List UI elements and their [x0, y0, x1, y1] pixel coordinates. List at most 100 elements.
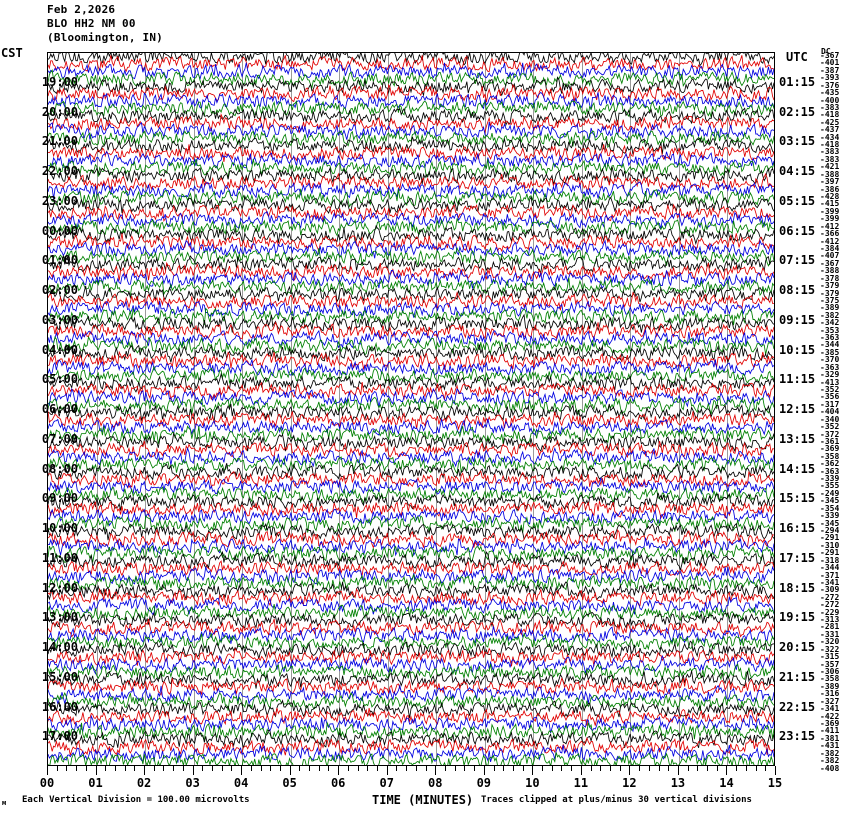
- dc-offset-value: -383: [820, 102, 840, 112]
- trace-line: [48, 745, 774, 763]
- header-date: Feb 2,2026: [47, 3, 116, 16]
- dc-offset-value: -388: [820, 169, 840, 179]
- trace-line: [48, 122, 774, 140]
- x-tick-label: 05: [282, 776, 297, 790]
- gridline-minute-13: [679, 53, 680, 765]
- x-tick-minor: [697, 766, 698, 771]
- dc-offset-value: -318: [820, 555, 840, 565]
- dc-offset-value: -367: [820, 51, 840, 60]
- hour-label-utc: 11:15: [779, 372, 816, 387]
- dc-offset-value: -329: [820, 370, 840, 380]
- x-tick-minor: [639, 766, 640, 771]
- x-tick-minor: [105, 766, 106, 771]
- trace-line: [48, 524, 774, 541]
- trace-line: [48, 308, 774, 325]
- dc-offset-value: -352: [820, 384, 840, 394]
- dc-offset-value: -281: [820, 622, 840, 632]
- x-tick-minor: [367, 766, 368, 771]
- trace-line: [48, 159, 774, 177]
- x-tick-minor: [756, 766, 757, 771]
- trace-line: [48, 478, 774, 494]
- dc-offset-value: -383: [820, 147, 840, 157]
- dc-offset-value: -399: [820, 206, 840, 216]
- dc-offset-value: -381: [820, 733, 840, 743]
- dc-offset-value: -341: [820, 577, 840, 587]
- dc-offset-value: -313: [820, 615, 840, 625]
- hour-label-utc: 08:15: [779, 283, 816, 297]
- x-tick-minor: [134, 766, 135, 771]
- x-tick-minor: [280, 766, 281, 771]
- dc-offset-value: -407: [820, 251, 840, 261]
- x-tick-minor: [445, 766, 446, 771]
- dc-offset-value: -363: [820, 362, 840, 372]
- trace-line: [48, 218, 774, 236]
- x-tick-label: 04: [233, 776, 249, 790]
- dc-offset-value: -378: [820, 273, 840, 283]
- dc-offset-value: -272: [820, 600, 840, 610]
- header-location: (Bloomington, IN): [47, 31, 163, 44]
- dc-offset-value: -397: [820, 177, 840, 187]
- trace-line: [48, 678, 774, 694]
- x-tick-major: [387, 766, 388, 775]
- dc-offset-value: -315: [820, 652, 840, 662]
- dc-offset-value: -412: [820, 221, 840, 231]
- gridline-minute-14: [727, 53, 728, 765]
- hour-label-cst: 13:00: [41, 610, 78, 625]
- trace-line: [48, 108, 774, 125]
- dc-offset-value: -362: [820, 459, 840, 469]
- trace-line: [48, 337, 774, 355]
- dc-offset-value: -331: [820, 629, 840, 639]
- trace-line: [48, 597, 774, 615]
- trace-line: [48, 263, 774, 281]
- dc-offset-value: -428: [820, 192, 840, 202]
- trace-line: [48, 487, 774, 503]
- dc-offset-value: -341: [820, 704, 840, 714]
- hour-label-cst: 07:00: [41, 431, 78, 446]
- trace-line: [48, 345, 774, 363]
- x-tick-minor: [154, 766, 155, 771]
- trace-line: [48, 604, 774, 620]
- x-tick-minor: [561, 766, 562, 771]
- plot-header: Feb 2,2026 BLO HH2 NM 00 (Bloomington, I…: [47, 3, 163, 45]
- dc-offset-value: -437: [820, 125, 840, 135]
- trace-line: [48, 641, 774, 659]
- x-tick-major: [435, 766, 436, 775]
- seismogram-plot[interactable]: [47, 52, 775, 766]
- x-tick-minor: [57, 766, 58, 771]
- hour-label-cst: 20:00: [41, 104, 78, 119]
- trace-line: [48, 293, 774, 311]
- gridline-minute-01: [97, 53, 98, 765]
- x-tick-minor: [513, 766, 514, 771]
- dc-offset-value: -389: [820, 303, 840, 313]
- hour-label-cst: 15:00: [41, 669, 78, 684]
- dc-offset-value: -413: [820, 377, 840, 387]
- hour-label-utc: 15:15: [779, 491, 816, 506]
- hour-label-cst: 17:00: [41, 729, 78, 744]
- hour-label-utc: 16:15: [779, 521, 816, 535]
- gridline-minute-07: [388, 53, 389, 765]
- dc-offset-value: -367: [820, 258, 840, 268]
- x-tick-minor: [86, 766, 87, 771]
- trace-line: [48, 241, 774, 259]
- x-tick-minor: [736, 766, 737, 771]
- hour-label-utc: 01:15: [779, 74, 816, 89]
- dc-offset-value: -249: [820, 488, 840, 498]
- hour-label-utc: 04:15: [779, 164, 816, 178]
- x-tick-major: [775, 766, 776, 775]
- dc-offset-value: -375: [820, 295, 840, 305]
- x-tick-minor: [426, 766, 427, 771]
- dc-offset-column: -367 -401 -387 -393 -376 -435 -400 -383 -418 -425…: [820, 51, 850, 772]
- x-tick-label: 14: [719, 776, 734, 790]
- dc-offset-value: -342: [820, 318, 840, 328]
- dc-offset-value: -354: [820, 503, 840, 513]
- hour-label-cst: 06:00: [41, 402, 78, 416]
- x-tick-minor: [746, 766, 747, 771]
- trace-line: [48, 396, 774, 414]
- x-tick-minor: [591, 766, 592, 771]
- trace-line: [48, 301, 774, 318]
- trace-line: [48, 708, 774, 726]
- dc-offset-value: -411: [820, 726, 840, 736]
- trace-line: [48, 671, 774, 689]
- hour-label-cst: 03:00: [41, 312, 78, 327]
- hour-label-cst: 00:00: [41, 223, 78, 238]
